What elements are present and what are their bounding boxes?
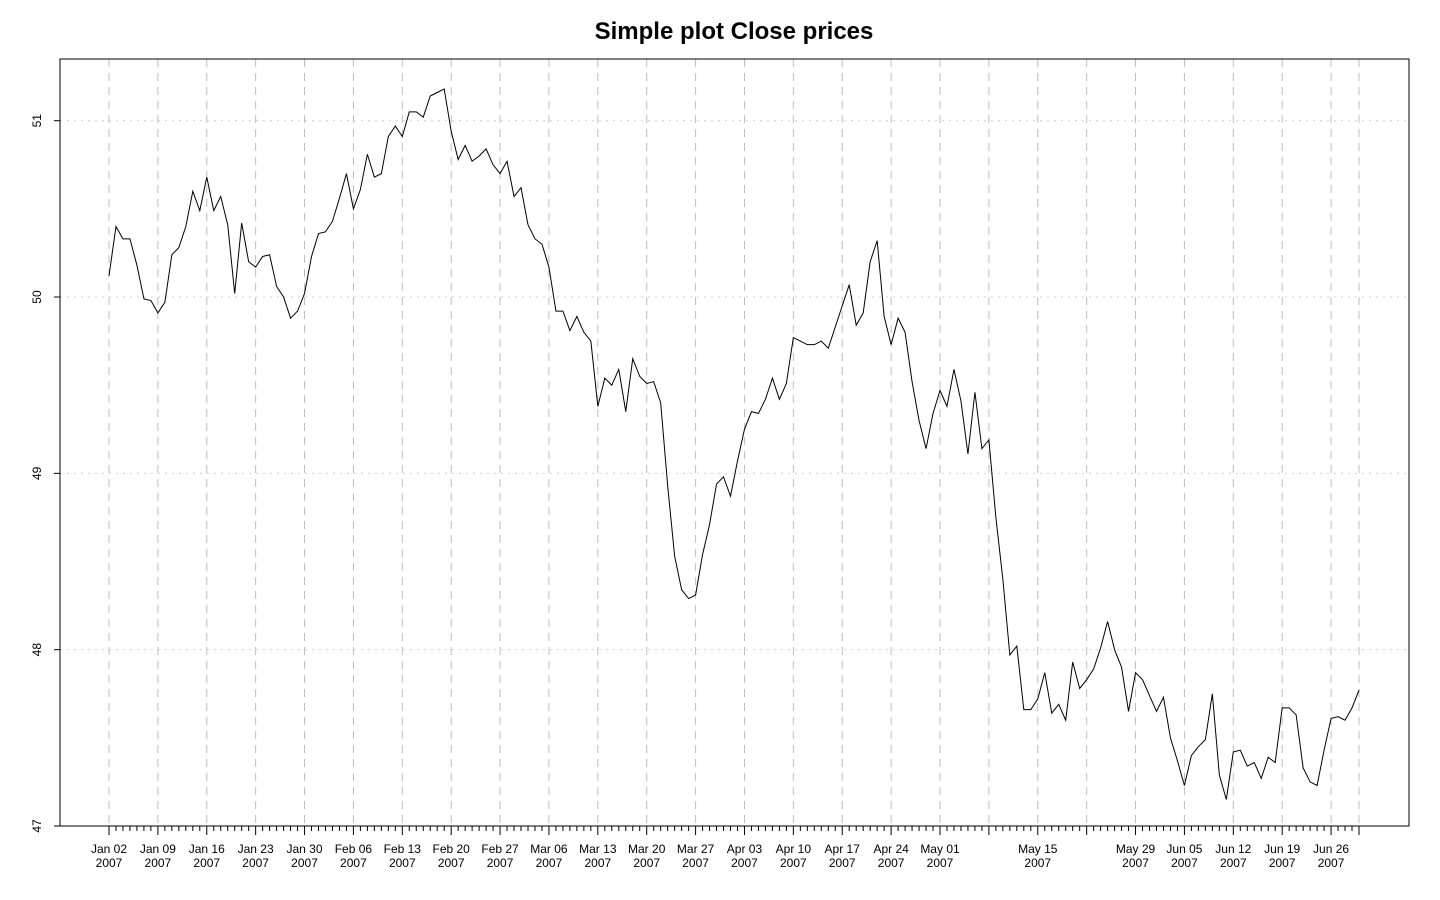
x-tick-label: Apr 03 — [727, 842, 763, 856]
x-tick-year-label: 2007 — [1171, 856, 1198, 870]
x-tick-label: Mar 13 — [579, 842, 617, 856]
x-tick-year-label: 2007 — [1024, 856, 1051, 870]
plot-frame — [59, 58, 1410, 827]
x-tick-year-label: 2007 — [242, 856, 269, 870]
x-tick-label: Mar 20 — [628, 842, 666, 856]
x-tick-year-label: 2007 — [731, 856, 758, 870]
x-tick-year-label: 2007 — [438, 856, 465, 870]
x-tick-label: Jan 16 — [189, 842, 225, 856]
x-tick-year-label: 2007 — [1318, 856, 1345, 870]
close-price-line — [108, 88, 1360, 800]
x-tick-year-label: 2007 — [487, 856, 514, 870]
y-tick-label: 50 — [30, 290, 44, 304]
x-tick-year-label: 2007 — [193, 856, 220, 870]
x-tick-year-label: 2007 — [780, 856, 807, 870]
x-tick-year-label: 2007 — [1220, 856, 1247, 870]
x-tick-year-label: 2007 — [633, 856, 660, 870]
x-tick-year-label: 2007 — [1122, 856, 1149, 870]
y-axis: 47 48 49 50 51 — [30, 114, 60, 833]
x-tick-year-label: 2007 — [1269, 856, 1296, 870]
y-tick-label: 48 — [30, 643, 44, 657]
x-tick-label: Jun 26 — [1313, 842, 1349, 856]
x-tick-label: Jan 30 — [287, 842, 323, 856]
x-tick-label: May 15 — [1018, 842, 1058, 856]
y-tick-label: 47 — [30, 819, 44, 833]
x-tick-year-label: 2007 — [584, 856, 611, 870]
x-tick-year-label: 2007 — [340, 856, 367, 870]
chart-title: Simple plot Close prices — [595, 18, 874, 45]
x-tick-year-label: 2007 — [682, 856, 709, 870]
grid-layer — [60, 59, 1409, 827]
x-tick-label: Feb 06 — [335, 842, 373, 856]
x-tick-label: May 01 — [920, 842, 960, 856]
x-tick-year-label: 2007 — [291, 856, 318, 870]
x-tick-label: May 29 — [1116, 842, 1156, 856]
series-layer — [108, 88, 1360, 800]
x-tick-label: Apr 24 — [873, 842, 909, 856]
x-tick-label: Jun 19 — [1264, 842, 1300, 856]
x-tick-label: Feb 27 — [481, 842, 519, 856]
x-tick-year-label: 2007 — [145, 856, 172, 870]
x-tick-year-label: 2007 — [878, 856, 905, 870]
x-tick-year-label: 2007 — [96, 856, 123, 870]
x-tick-year-label: 2007 — [927, 856, 954, 870]
x-tick-label: Mar 06 — [530, 842, 568, 856]
x-tick-label: Jan 02 — [91, 842, 127, 856]
x-tick-label: Mar 27 — [677, 842, 715, 856]
x-tick-label: Feb 20 — [432, 842, 470, 856]
x-tick-year-label: 2007 — [389, 856, 416, 870]
x-tick-label: Apr 17 — [825, 842, 861, 856]
x-tick-label: Jun 12 — [1215, 842, 1251, 856]
x-tick-label: Jun 05 — [1166, 842, 1202, 856]
x-tick-label: Jan 23 — [238, 842, 274, 856]
x-tick-year-label: 2007 — [536, 856, 563, 870]
y-tick-label: 51 — [30, 114, 44, 128]
x-tick-label: Feb 13 — [384, 842, 422, 856]
x-tick-label: Apr 10 — [776, 842, 812, 856]
x-tick-label: Jan 09 — [140, 842, 176, 856]
x-tick-year-label: 2007 — [829, 856, 856, 870]
y-tick-label: 49 — [30, 466, 44, 480]
